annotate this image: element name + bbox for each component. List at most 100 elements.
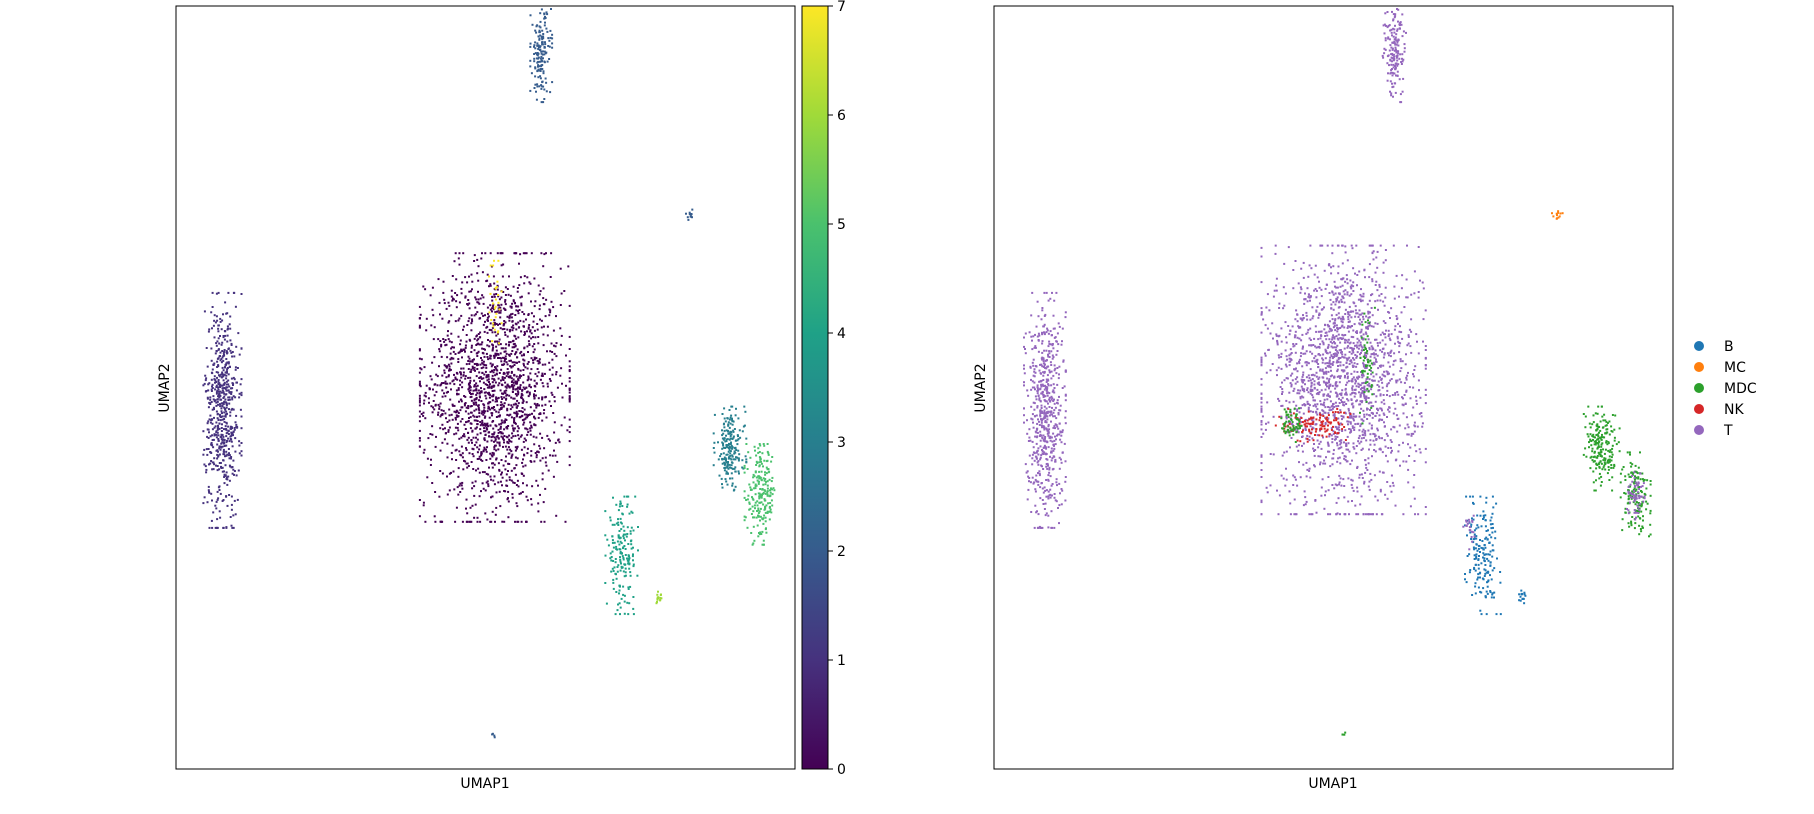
scatter-point-cluster-1 [214,379,217,382]
scatter-point-t [1354,315,1357,318]
scatter-point-t [1346,282,1349,285]
scatter-point-cluster-0 [508,478,511,481]
scatter-point-cluster-1 [220,410,223,413]
scatter-point-cluster-0 [454,353,457,355]
scatter-point-cluster-3 [725,453,728,456]
scatter-point-cluster-3 [727,461,729,463]
scatter-point-cluster-1 [219,448,222,451]
scatter-point-t [1284,321,1287,324]
scatter-point-cluster-3 [721,462,724,465]
scatter-point-cluster-0 [491,412,494,415]
scatter-point-cluster-0 [537,416,540,419]
scatter-point-t [1335,300,1338,303]
scatter-point-cluster-0 [468,307,471,310]
scatter-point-t [1370,388,1373,391]
scatter-point-t [1379,244,1382,247]
scatter-point-cluster-5 [748,508,751,511]
scatter-point-t [1314,264,1317,267]
scatter-point-cluster-0 [515,447,518,450]
scatter-point-cluster-0 [484,320,486,323]
scatter-point-cluster-0 [509,341,512,344]
scatter-point-cluster-0 [516,413,519,416]
scatter-point-t [1333,280,1336,283]
scatter-point-cluster-1 [221,445,224,448]
scatter-point-cluster-0 [513,384,516,387]
scatter-point-t [1327,476,1330,478]
scatter-point-t [1307,391,1310,394]
scatter-point-t [1378,419,1381,422]
scatter-point-t [1419,279,1421,282]
scatter-point-t [1363,388,1366,391]
scatter-point-t [1324,406,1327,409]
scatter-point-cluster-3 [728,443,731,446]
scatter-point-cluster-3 [725,461,728,464]
scatter-point-t [1327,450,1329,453]
scatter-point-cluster-2 [537,64,540,67]
scatter-point-cluster-1 [228,440,231,443]
scatter-point-cluster-0 [502,291,505,293]
scatter-point-t [1379,490,1382,493]
scatter-point-cluster-0 [431,308,434,311]
scatter-point-t [1336,460,1339,463]
scatter-point-cluster-0 [520,350,523,353]
scatter-point-cluster-1 [225,406,228,409]
scatter-point-t [1332,293,1335,296]
scatter-point-cluster-5 [770,480,773,483]
scatter-point-cluster-1 [223,330,226,332]
scatter-point-cluster-0 [431,286,434,289]
scatter-point-t [1374,284,1377,286]
scatter-point-cluster-0 [504,392,507,395]
scatter-point-cluster-4 [609,552,612,555]
scatter-point-cluster-1 [224,371,227,374]
scatter-point-cluster-0 [499,427,502,430]
scatter-point-cluster-0 [424,520,427,523]
scatter-point-t [1405,296,1408,299]
scatter-point-cluster-4 [619,551,622,553]
scatter-point-t [1386,373,1389,376]
scatter-point-t [1406,374,1409,377]
scatter-point-cluster-1 [230,344,233,346]
scatter-point-cluster-3 [734,466,737,469]
scatter-point-cluster-7 [492,322,495,325]
scatter-point-t [1289,348,1292,351]
scatter-point-cluster-5 [752,498,755,501]
scatter-point-t [1260,255,1263,258]
scatter-point-t [1385,370,1388,373]
scatter-point-cluster-0 [473,494,476,497]
scatter-point-cluster-0 [418,384,421,387]
scatter-point-cluster-0 [512,299,515,302]
scatter-point-cluster-1 [225,444,228,447]
scatter-point-cluster-0 [430,324,433,327]
scatter-point-t [1368,378,1371,381]
scatter-point-cluster-0 [507,446,510,449]
scatter-point-cluster-0 [538,361,541,364]
scatter-point-cluster-0 [522,440,525,443]
scatter-point-cluster-0 [487,485,490,488]
scatter-point-cluster-0 [473,349,476,352]
scatter-point-cluster-0 [541,363,544,366]
scatter-point-cluster-0 [452,470,455,473]
scatter-point-cluster-0 [537,284,540,287]
scatter-point-t [1288,401,1291,404]
scatter-point-cluster-0 [550,252,553,255]
scatter-point-cluster-0 [513,417,516,419]
scatter-point-t [1329,513,1332,516]
scatter-point-cluster-2 [530,72,533,75]
scatter-point-cluster-0 [470,273,473,276]
scatter-point-cluster-4 [634,495,637,498]
scatter-point-cluster-5 [765,504,768,507]
scatter-point-t [1300,421,1303,424]
scatter-point-t [1294,478,1297,481]
scatter-point-cluster-1 [210,443,213,446]
scatter-point-cluster-0 [539,290,542,293]
scatter-point-t [1331,244,1334,247]
scatter-point-t [1406,423,1409,426]
scatter-point-cluster-2 [536,24,539,27]
scatter-point-cluster-3 [729,443,732,446]
scatter-point-t [1357,513,1360,516]
scatter-point-cluster-0 [534,372,537,375]
scatter-point-cluster-0 [429,294,432,297]
scatter-point-t [1373,353,1376,356]
scatter-point-t [1390,333,1393,336]
scatter-point-t [1310,382,1313,385]
